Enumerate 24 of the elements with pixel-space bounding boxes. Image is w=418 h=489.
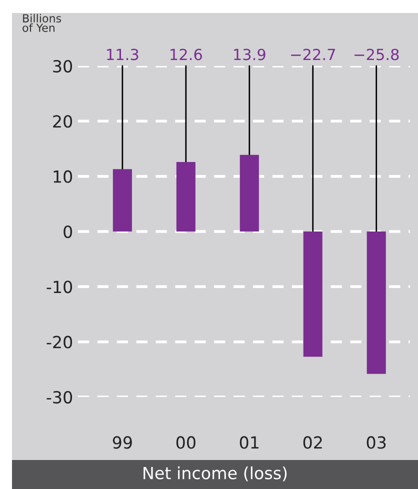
y-tick-label: -20 xyxy=(46,336,72,348)
x-tick-label: 03 xyxy=(366,436,386,449)
bar xyxy=(176,162,196,232)
data-label: 13.9 xyxy=(234,48,266,60)
x-tick-label: 00 xyxy=(176,436,196,449)
text: Net income (loss) xyxy=(144,466,287,482)
y-tick-label: 20 xyxy=(53,115,72,128)
bar xyxy=(240,154,259,232)
bar xyxy=(303,232,322,357)
data-label: −25.8 xyxy=(354,48,399,60)
x-tick-label: 01 xyxy=(240,436,258,449)
y-tick-label: -10 xyxy=(46,280,72,294)
bar xyxy=(112,169,132,232)
data-label: −22.7 xyxy=(291,48,335,60)
y-tick-label: -30 xyxy=(46,390,72,404)
y-tick-label: 0 xyxy=(64,225,72,238)
y-tick-label: 10 xyxy=(54,170,72,183)
y-tick-label: 30 xyxy=(53,60,72,73)
data-label: 11.3 xyxy=(107,48,138,60)
y-axis-title: Billions of Yen xyxy=(22,14,62,32)
x-tick-label: 99 xyxy=(112,436,132,449)
data-label: 12.6 xyxy=(170,48,202,60)
x-tick-label: 02 xyxy=(303,436,322,449)
bar xyxy=(366,232,386,374)
